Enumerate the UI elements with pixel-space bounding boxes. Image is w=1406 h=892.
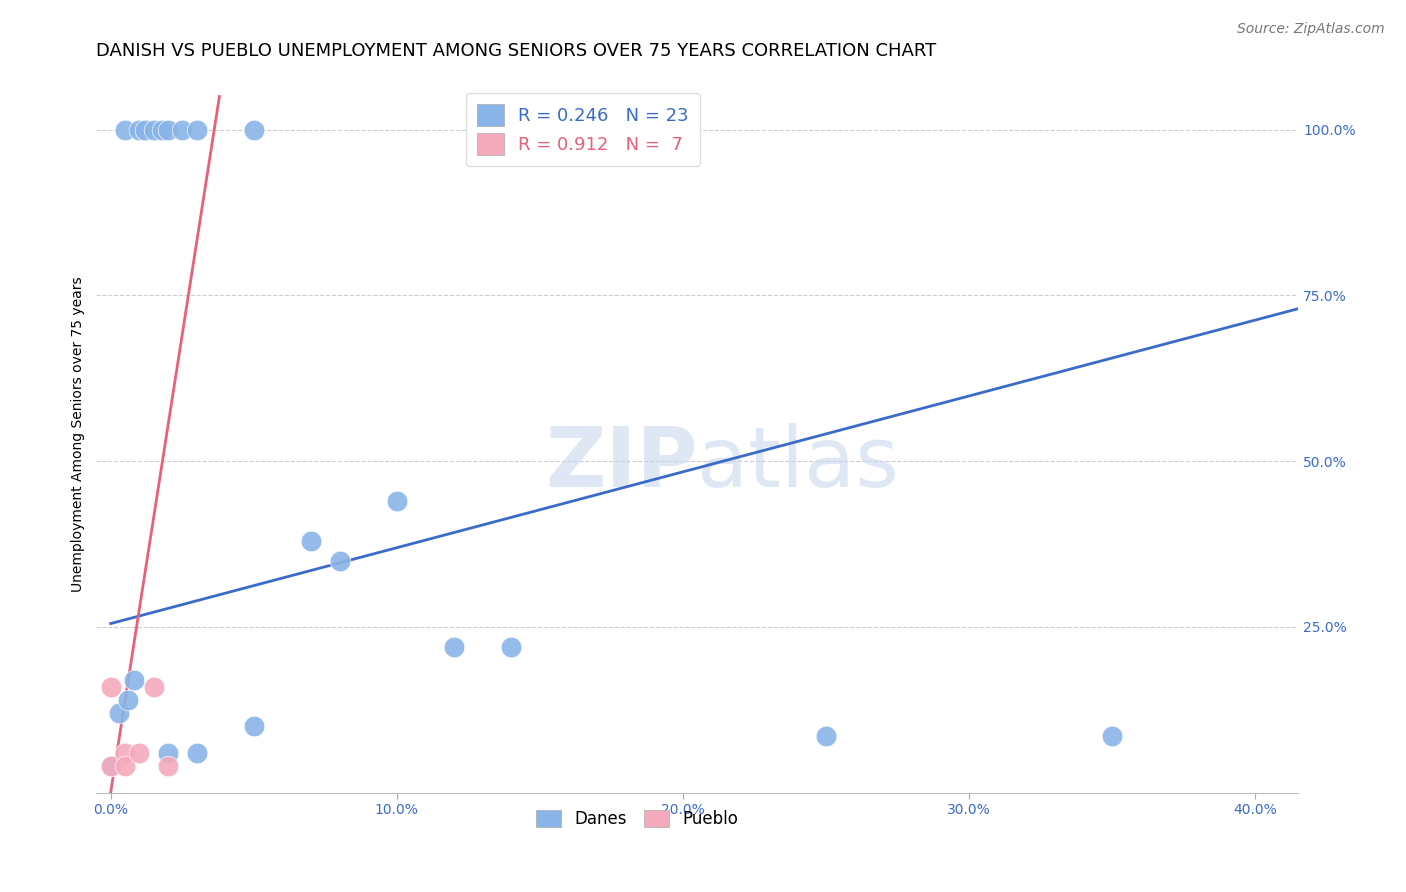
Point <box>385 494 408 508</box>
Legend: Danes, Pueblo: Danes, Pueblo <box>530 803 745 834</box>
Point <box>100 759 122 773</box>
Point <box>150 122 173 136</box>
Point <box>142 122 165 136</box>
Point <box>156 746 179 760</box>
Point <box>114 122 136 136</box>
Point <box>172 122 194 136</box>
Point <box>299 533 322 548</box>
Text: DANISH VS PUEBLO UNEMPLOYMENT AMONG SENIORS OVER 75 YEARS CORRELATION CHART: DANISH VS PUEBLO UNEMPLOYMENT AMONG SENI… <box>97 42 936 60</box>
Point <box>117 693 139 707</box>
Point <box>1101 729 1123 743</box>
Point <box>122 673 145 687</box>
Point <box>242 122 264 136</box>
Point <box>242 719 264 733</box>
Point <box>128 122 150 136</box>
Point <box>100 759 122 773</box>
Text: atlas: atlas <box>697 423 898 504</box>
Point <box>501 640 523 654</box>
Point <box>156 122 179 136</box>
Point <box>134 122 156 136</box>
Point <box>186 122 208 136</box>
Point <box>142 680 165 694</box>
Point <box>114 759 136 773</box>
Point <box>443 640 465 654</box>
Point <box>815 729 838 743</box>
Point <box>100 680 122 694</box>
Y-axis label: Unemployment Among Seniors over 75 years: Unemployment Among Seniors over 75 years <box>72 277 86 592</box>
Point <box>114 746 136 760</box>
Text: Source: ZipAtlas.com: Source: ZipAtlas.com <box>1237 22 1385 37</box>
Point <box>128 746 150 760</box>
Point <box>108 706 131 720</box>
Text: ZIP: ZIP <box>546 423 697 504</box>
Point <box>186 746 208 760</box>
Point <box>156 759 179 773</box>
Point <box>329 553 352 567</box>
